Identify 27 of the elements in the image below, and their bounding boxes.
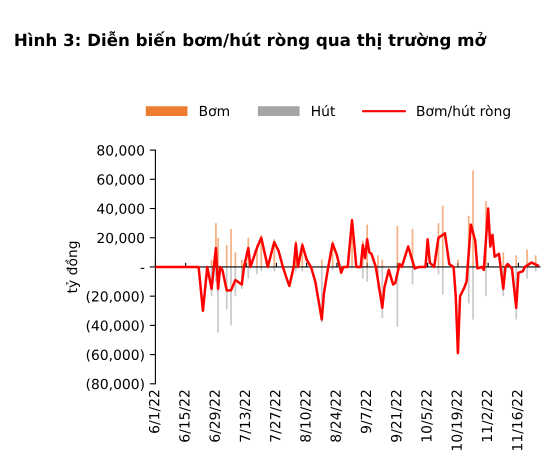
y-tick-label: 60,000 xyxy=(97,174,144,186)
y-tick-label: (80,000) xyxy=(86,378,144,391)
x-tick-label: 9/21/22 xyxy=(390,390,403,442)
x-tick-label: 8/24/22 xyxy=(330,390,342,442)
y-tick-label: (60,000) xyxy=(86,349,144,362)
x-tick-label: 8/10/22 xyxy=(300,390,312,442)
y-tick-label: - xyxy=(140,268,144,269)
x-tick-label: 6/29/22 xyxy=(209,390,222,442)
x-tick-label: 7/13/22 xyxy=(240,390,252,442)
legend-label: Bơm xyxy=(200,106,229,116)
y-tick-label: (40,000) xyxy=(86,320,144,332)
y-tick-label: 40,000 xyxy=(97,203,144,216)
x-tick-label: 6/15/22 xyxy=(179,390,191,442)
y-tick-label: (20,000) xyxy=(86,290,144,304)
y-tick-label: 20,000 xyxy=(97,232,144,245)
x-tick-label: 10/5/22 xyxy=(421,390,433,442)
x-tick-label: 11/16/22 xyxy=(512,390,524,450)
x-tick-label: 7/27/22 xyxy=(270,390,282,442)
legend-label: Bơm/hút ròng xyxy=(417,104,510,119)
legend-label: Hút xyxy=(312,104,336,116)
y-axis-title: tỷ đồng xyxy=(65,242,80,294)
x-tick-label: 10/19/22 xyxy=(451,390,464,450)
x-tick-label: 6/1/22 xyxy=(148,390,161,433)
chart-title: Hình 3: Diễn biến bơm/hút ròng qua thị trường mở xyxy=(15,31,486,50)
x-tick-label: 11/2/22 xyxy=(482,390,494,442)
y-tick-label: 80,000 xyxy=(97,145,144,157)
x-tick-label: 9/7/22 xyxy=(360,390,372,434)
